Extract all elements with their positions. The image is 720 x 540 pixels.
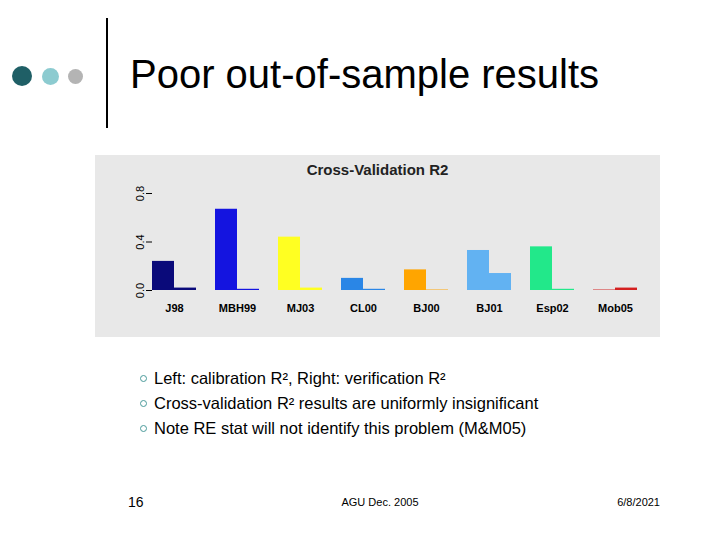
- html-text:Left: calibration R², Right: v: Left: calibration R², Right: verificatio…: [154, 369, 446, 387]
- html-text:Cross-Validation R2: Cross-Validation R2: [306, 161, 449, 178]
- svg-text:Mob05: Mob05: [598, 302, 633, 314]
- svg-text:0.0: 0.0: [134, 283, 146, 298]
- html-text:Poor out-of-sample results: Poor out-of-sample results: [130, 52, 600, 96]
- svg-text:Esp02: Esp02: [536, 302, 568, 314]
- svg-text:BJ00: BJ00: [413, 302, 439, 314]
- html-text:16: 16: [128, 494, 144, 510]
- html-text:Cross-validation R² results ar: Cross-validation R² results are uniforml…: [154, 394, 539, 412]
- svg-text:CL00: CL00: [350, 302, 377, 314]
- html-text:Note RE stat will not identify: Note RE stat will not identify this prob…: [154, 419, 527, 437]
- svg-text:BJ01: BJ01: [476, 302, 502, 314]
- svg-text:MBH99: MBH99: [219, 302, 256, 314]
- svg-text:0.8: 0.8: [134, 186, 146, 201]
- html-text:AGU Dec. 2005: AGU Dec. 2005: [341, 496, 419, 508]
- svg-text:0.4: 0.4: [134, 234, 146, 249]
- html-text:6/8/2021: 6/8/2021: [617, 496, 660, 508]
- svg-text:MJ03: MJ03: [287, 302, 315, 314]
- svg-text:J98: J98: [165, 302, 183, 314]
